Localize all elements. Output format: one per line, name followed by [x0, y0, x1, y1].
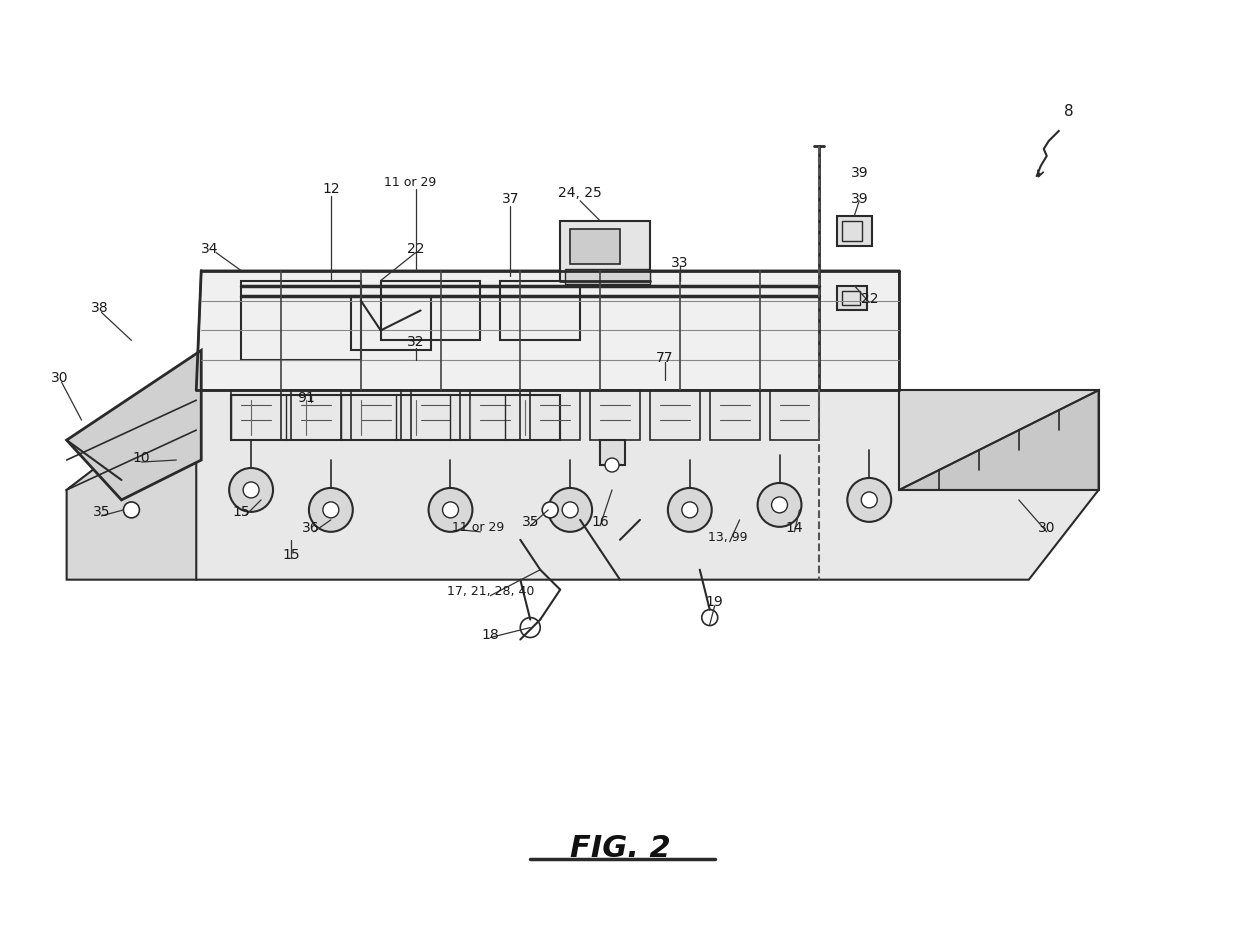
Text: 14: 14 — [786, 521, 804, 534]
Circle shape — [443, 502, 459, 517]
Text: 19: 19 — [706, 595, 724, 608]
Text: 8: 8 — [1064, 103, 1074, 118]
Text: 11 or 29: 11 or 29 — [384, 176, 436, 189]
Circle shape — [847, 478, 892, 522]
Text: FIG. 2: FIG. 2 — [569, 834, 671, 864]
Text: 11 or 29: 11 or 29 — [453, 521, 505, 534]
Text: 17, 21, 28, 40: 17, 21, 28, 40 — [446, 586, 534, 598]
Circle shape — [429, 488, 472, 532]
Circle shape — [758, 483, 801, 527]
Bar — [570, 229, 620, 264]
Bar — [650, 391, 699, 440]
Text: 16: 16 — [591, 515, 609, 529]
Bar — [470, 391, 521, 440]
Bar — [600, 440, 625, 465]
Bar — [241, 281, 361, 360]
Circle shape — [562, 502, 578, 517]
Bar — [770, 391, 820, 440]
Text: 15: 15 — [283, 548, 300, 562]
Bar — [837, 216, 872, 246]
Bar — [291, 391, 341, 440]
Circle shape — [862, 492, 877, 508]
Bar — [565, 269, 650, 284]
Bar — [231, 391, 281, 440]
Bar — [590, 391, 640, 440]
Text: 37: 37 — [501, 192, 520, 206]
Bar — [709, 391, 760, 440]
Text: 32: 32 — [407, 336, 424, 349]
Text: 35: 35 — [522, 515, 539, 529]
Text: 30: 30 — [1038, 521, 1055, 534]
Circle shape — [702, 609, 718, 625]
Text: 30: 30 — [51, 371, 68, 385]
Text: 24, 25: 24, 25 — [558, 185, 601, 200]
Bar — [501, 281, 580, 341]
Circle shape — [309, 488, 353, 532]
Circle shape — [521, 618, 541, 638]
Text: 39: 39 — [851, 192, 868, 206]
Bar — [837, 286, 867, 310]
Bar — [560, 220, 650, 281]
Text: 91: 91 — [298, 392, 315, 405]
Bar — [842, 290, 861, 306]
Bar — [381, 281, 480, 341]
Bar — [410, 391, 460, 440]
Circle shape — [682, 502, 698, 517]
Polygon shape — [899, 391, 1099, 490]
Circle shape — [243, 482, 259, 498]
Text: 13, 99: 13, 99 — [708, 532, 748, 544]
Polygon shape — [67, 391, 1099, 580]
Text: 38: 38 — [91, 302, 108, 315]
Polygon shape — [899, 391, 1099, 490]
Circle shape — [548, 488, 591, 532]
Text: 12: 12 — [322, 182, 340, 196]
Text: 15: 15 — [232, 505, 250, 519]
Circle shape — [605, 458, 619, 472]
Text: 18: 18 — [481, 627, 500, 641]
Circle shape — [542, 502, 558, 517]
Circle shape — [668, 488, 712, 532]
Circle shape — [322, 502, 339, 517]
Bar — [531, 391, 580, 440]
Circle shape — [771, 497, 787, 513]
Polygon shape — [67, 391, 196, 580]
Bar — [231, 395, 560, 440]
Text: 35: 35 — [93, 505, 110, 519]
Text: 39: 39 — [851, 166, 868, 180]
Bar — [842, 220, 862, 240]
Text: 33: 33 — [671, 255, 688, 270]
Text: 36: 36 — [303, 521, 320, 534]
Text: 10: 10 — [133, 451, 150, 465]
Circle shape — [124, 502, 139, 517]
Text: 77: 77 — [656, 351, 673, 365]
Text: 22: 22 — [407, 241, 424, 255]
Text: 22: 22 — [861, 291, 878, 306]
Circle shape — [229, 468, 273, 512]
Text: 34: 34 — [201, 241, 218, 255]
Bar — [351, 391, 401, 440]
Bar — [351, 295, 430, 350]
Polygon shape — [196, 271, 899, 391]
Polygon shape — [67, 350, 201, 499]
